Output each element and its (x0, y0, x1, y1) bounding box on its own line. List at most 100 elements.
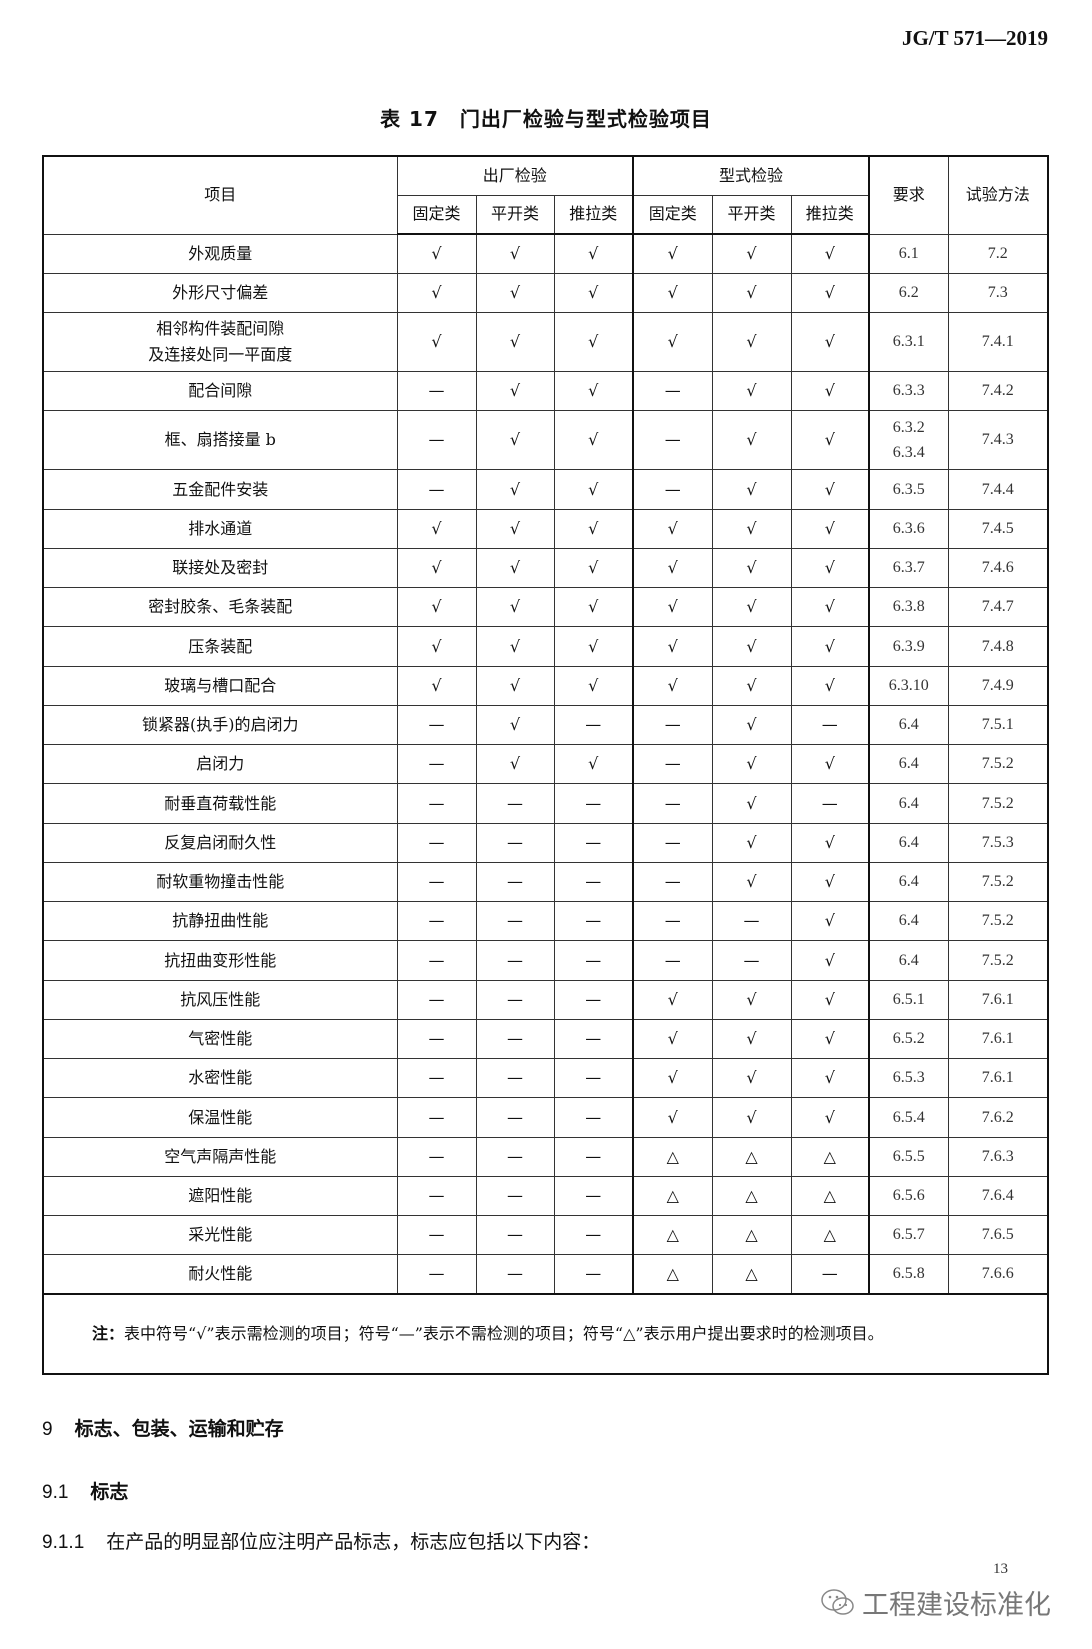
mark-cell: √ (396, 665, 477, 706)
mark-cell: √ (711, 743, 792, 785)
mark-cell: △ (711, 1136, 792, 1177)
mark-cell: — (553, 704, 634, 746)
mark-cell: √ (711, 312, 792, 372)
watermark-text: 工程建设标准化 (862, 1590, 1051, 1621)
mark-cell: √ (475, 547, 555, 589)
requirement-cell: 6.3.6 (868, 508, 949, 549)
table-row: 耐垂直荷载性能 — — — — √ —6.4 7.5.2 (42, 783, 1049, 824)
mark-cell: — (396, 743, 477, 785)
standard-code: JG/T 571—2019 (901, 26, 1048, 50)
table-row: 空气声隔声性能 — — — △ △ △ 6.5.5 7.6.3 (42, 1136, 1049, 1177)
table-row: 排水通道 √ √ √ √ √ √ 6.3.6 7.4.5 (42, 508, 1049, 549)
mark-cell: — (475, 1254, 555, 1295)
mark-cell: √ (711, 370, 792, 412)
note-label: 注： (92, 1324, 125, 1343)
table-row: 玻璃与槽口配合 √ √ √ √ √ √ 6.3.10 7.4.9 (42, 665, 1049, 706)
mark-cell: △ (711, 1175, 792, 1217)
requirement-cell: 6.5.5 (868, 1136, 949, 1177)
mark-cell: — (396, 1254, 477, 1295)
requirement-cell: 6.4 (868, 940, 949, 981)
mark-cell: — (396, 940, 477, 981)
mark-cell: √ (632, 665, 713, 706)
mark-cell: — (475, 940, 555, 981)
mark-cell: √ (711, 822, 792, 863)
mark-cell: — (396, 410, 477, 471)
method-cell: 7.3 (947, 272, 1049, 314)
mark-cell: √ (553, 743, 634, 785)
mark-cell: √ (790, 861, 870, 903)
mark-cell: √ (632, 1018, 713, 1060)
mark-cell: — (553, 1136, 634, 1177)
mark-cell: √ (790, 900, 870, 942)
mark-cell: — (632, 743, 713, 785)
mark-cell: √ (790, 1097, 870, 1138)
requirement-cell: 6.3.9 (868, 626, 949, 667)
mark-cell: — (632, 861, 713, 903)
table-row: 反复启闭耐久性 — — — — √ √ 6.4 7.5.3 (42, 822, 1049, 863)
item-cell: 耐火性能 (42, 1254, 398, 1295)
mark-cell: — (396, 900, 477, 942)
mark-cell: — (632, 940, 713, 981)
table-title: 表 17 门出厂检验与型式检验项目 (380, 107, 712, 131)
item-cell: 联接处及密封 (42, 547, 398, 589)
method-cell: 7.4.8 (947, 626, 1049, 667)
table-row: 外观质量 √ √ √ √ √ √ 6.1 7.2 (42, 233, 1049, 274)
mark-cell: △ (632, 1254, 713, 1295)
mark-cell: √ (396, 272, 477, 314)
requirement-cell: 6.3.8 (868, 586, 949, 628)
item-cell: 采光性能 (42, 1214, 398, 1256)
mark-cell: — (553, 783, 634, 824)
mark-cell: √ (396, 233, 477, 274)
mark-cell: √ (553, 626, 634, 667)
header-item: 项目 (42, 155, 398, 235)
section-title: 标志 (90, 1481, 129, 1503)
mark-cell: √ (553, 665, 634, 706)
mark-cell: √ (632, 626, 713, 667)
item-cell: 耐垂直荷载性能 (42, 783, 398, 824)
mark-cell: — (553, 1254, 634, 1295)
mark-cell: — (553, 900, 634, 942)
mark-cell: — (553, 1175, 634, 1217)
note-text: 表中符号“√”表示需检测的项目；符号“—”表示不需检测的项目；符号“△”表示用户… (124, 1324, 884, 1343)
mark-cell: √ (553, 586, 634, 628)
table-row: 抗风压性能 — — — √ √ √ 6.5.1 7.6.1 (42, 979, 1049, 1020)
mark-cell: √ (790, 233, 870, 274)
requirement-cell: 6.4 (868, 822, 949, 863)
table-row: 压条装配 √ √ √ √ √ √ 6.3.9 7.4.8 (42, 626, 1049, 667)
requirement-cell: 6.3.1 (868, 312, 949, 372)
mark-cell: — (396, 1175, 477, 1217)
subheader-fixed: 固定类 (632, 194, 713, 235)
mark-cell: √ (475, 272, 555, 314)
header-type-inspection: 型式检验 (632, 155, 870, 196)
subheader-fixed: 固定类 (396, 194, 477, 235)
table-note-row: 注：表中符号“√”表示需检测的项目；符号“—”表示不需检测的项目；符号“△”表示… (42, 1293, 1049, 1375)
mark-cell: √ (790, 1057, 870, 1099)
table-row: 外形尺寸偏差 √ √ √ √ √ √ 6.2 7.3 (42, 272, 1049, 314)
mark-cell: — (790, 1254, 870, 1295)
mark-cell: √ (475, 312, 555, 372)
item-cell: 外形尺寸偏差 (42, 272, 398, 314)
mark-cell: — (475, 861, 555, 903)
table-note: 注：表中符号“√”表示需检测的项目；符号“—”表示不需检测的项目；符号“△”表示… (42, 1293, 1049, 1375)
item-cell: 压条装配 (42, 626, 398, 667)
mark-cell: — (553, 979, 634, 1020)
requirement-cell: 6.3.3 (868, 370, 949, 412)
item-cell: 相邻构件装配间隙 及连接处同一平面度 (42, 312, 398, 372)
mark-cell: √ (396, 547, 477, 589)
requirement-cell: 6.4 (868, 900, 949, 942)
mark-cell: √ (632, 312, 713, 372)
mark-cell: √ (711, 586, 792, 628)
mark-cell: √ (396, 626, 477, 667)
item-cell: 抗静扭曲性能 (42, 900, 398, 942)
mark-cell: √ (632, 547, 713, 589)
requirement-cell: 6.3.5 (868, 469, 949, 510)
mark-cell: √ (790, 272, 870, 314)
mark-cell: √ (632, 233, 713, 274)
table-row: 抗扭曲变形性能 — — — — — √ 6.4 7.5.2 (42, 940, 1049, 981)
mark-cell: △ (632, 1214, 713, 1256)
mark-cell: △ (790, 1136, 870, 1177)
mark-cell: √ (553, 469, 634, 510)
mark-cell: — (553, 1214, 634, 1256)
item-cell: 空气声隔声性能 (42, 1136, 398, 1177)
requirement-cell: 6.5.3 (868, 1057, 949, 1099)
